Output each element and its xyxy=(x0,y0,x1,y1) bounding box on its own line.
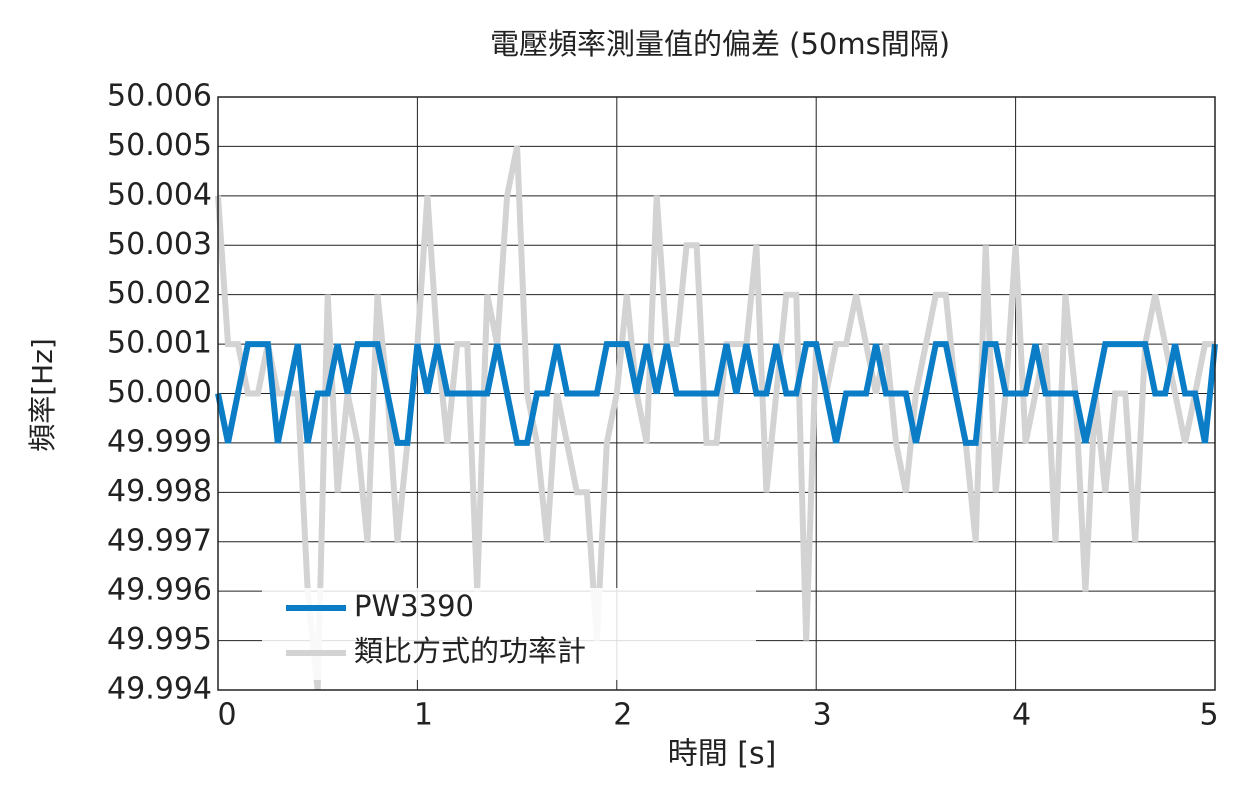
y-tick-label: 50.004 xyxy=(107,177,212,212)
series-line xyxy=(215,341,1218,446)
x-tick-label: 0 xyxy=(217,698,236,733)
series-line xyxy=(215,145,1215,691)
x-tick-label: 4 xyxy=(1012,698,1031,733)
y-tick-label: 50.006 xyxy=(107,79,212,114)
y-tick-label: 49.995 xyxy=(107,622,212,657)
x-tick-label: 3 xyxy=(813,698,832,733)
legend-label: 類比方式的功率計 xyxy=(354,634,586,668)
x-axis-label: 時間 [s] xyxy=(668,737,777,772)
legend-box xyxy=(262,588,756,680)
y-tick-label: 49.994 xyxy=(107,672,212,707)
x-tick-label: 2 xyxy=(613,698,632,733)
y-tick-label: 49.998 xyxy=(107,474,212,509)
y-tick-label: 50.003 xyxy=(107,227,212,262)
y-tick-label: 50.002 xyxy=(107,276,212,311)
y-tick-label: 50.001 xyxy=(107,326,212,361)
y-tick-label: 49.997 xyxy=(107,523,212,558)
y-tick-label: 50.005 xyxy=(107,128,212,163)
y-tick-label: 49.999 xyxy=(107,424,212,459)
x-tick-label: 1 xyxy=(414,698,433,733)
plot-frame xyxy=(217,96,1216,691)
chart-title: 電壓頻率測量值的偏差 (50ms間隔) xyxy=(490,27,950,61)
y-tick-label: 49.996 xyxy=(107,573,212,608)
legend-label: PW3390 xyxy=(354,589,474,623)
x-tick-label: 5 xyxy=(1199,698,1218,733)
y-tick-label: 50.000 xyxy=(107,375,212,410)
y-axis-label: 頻率[Hz] xyxy=(26,338,59,452)
